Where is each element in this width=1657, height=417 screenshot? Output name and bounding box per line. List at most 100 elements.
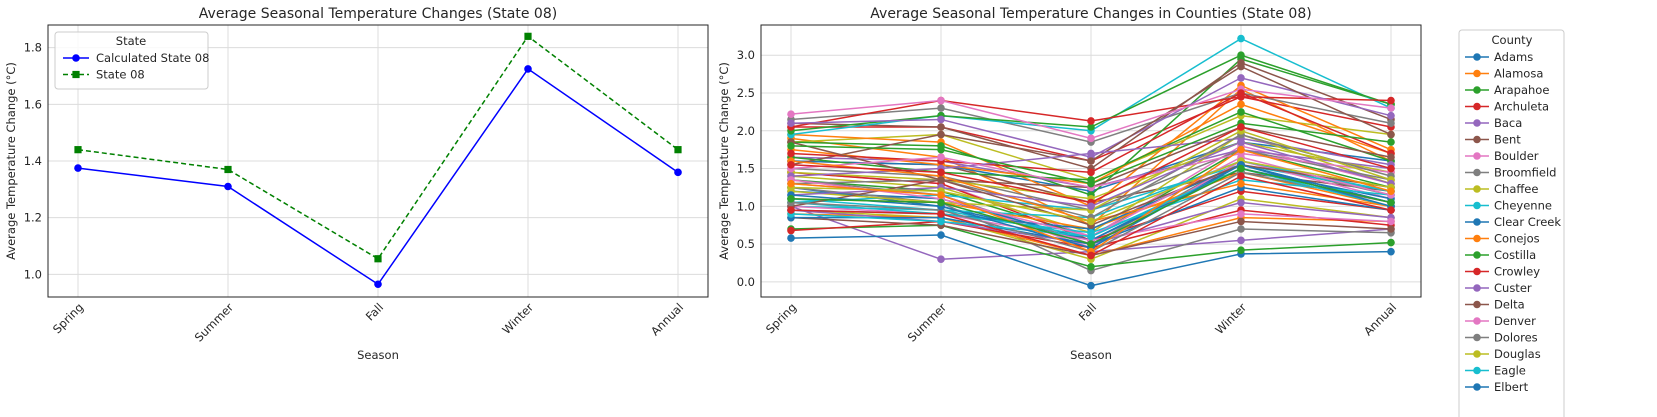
- counties-legend-label: Adams: [1494, 50, 1533, 64]
- counties-legend-marker: [1473, 102, 1481, 111]
- counties-data-point: [937, 145, 945, 154]
- counties-legend-marker: [1473, 69, 1481, 78]
- state-y-tick-label: 1.6: [24, 97, 42, 111]
- state-x-tick-label: Winter: [499, 300, 536, 337]
- counties-legend-label: Broomfield: [1494, 166, 1556, 180]
- counties-y-tick-label: 0.5: [737, 237, 755, 251]
- state-legend-marker: [72, 54, 80, 62]
- counties-legend-label: Cheyenne: [1494, 199, 1552, 213]
- counties-data-point: [787, 110, 795, 118]
- state-x-tick-label: Summer: [192, 300, 237, 345]
- counties-data-point: [787, 206, 795, 214]
- counties-data-point: [1237, 246, 1245, 254]
- counties-x-tick-label: Summer: [905, 300, 950, 345]
- counties-data-point: [1087, 123, 1095, 131]
- counties-legend-label: Costilla: [1494, 248, 1536, 262]
- counties-data-point: [787, 234, 795, 242]
- counties-legend-marker: [1473, 366, 1481, 375]
- counties-legend-label: Crowley: [1494, 265, 1540, 279]
- counties-y-tick-label: 1.5: [737, 162, 755, 176]
- state-series-state-08: [74, 32, 682, 263]
- counties-legend-label: Clear Creek: [1494, 215, 1561, 229]
- counties-data-point: [937, 168, 945, 177]
- counties-data-point: [1237, 100, 1245, 109]
- counties-legend-marker: [1473, 317, 1481, 325]
- counties-data-point: [1237, 62, 1245, 71]
- counties-data-point: [1087, 134, 1095, 143]
- counties-legend-marker: [1473, 185, 1481, 193]
- counties-data-point: [1237, 164, 1245, 173]
- counties-data-point: [937, 191, 945, 199]
- counties-data-point: [937, 123, 945, 131]
- counties-data-point: [1087, 202, 1095, 211]
- counties-legend-title: County: [1492, 33, 1533, 47]
- counties-data-point: [1237, 210, 1245, 218]
- state-data-point: [74, 146, 82, 154]
- counties-data-point: [937, 176, 945, 184]
- counties-data-point: [1387, 130, 1395, 139]
- counties-data-point: [1387, 111, 1395, 120]
- counties-data-point: [1237, 179, 1245, 188]
- counties-legend-marker: [1473, 201, 1481, 210]
- counties-legend-marker: [1473, 300, 1481, 309]
- counties-legend-label: Dolores: [1494, 331, 1538, 345]
- state-legend-title: State: [116, 34, 146, 48]
- counties-legend-marker: [1473, 383, 1481, 391]
- counties-legend-label: Eagle: [1494, 364, 1526, 378]
- state-chart-frame: [47, 24, 709, 298]
- counties-data-point: [1087, 262, 1095, 271]
- state-legend-marker: [72, 70, 80, 79]
- state-data-point: [524, 32, 532, 40]
- counties-chart-lines: [787, 34, 1395, 290]
- counties-legend-marker: [1473, 284, 1481, 292]
- counties-legend-label: Bent: [1494, 133, 1521, 147]
- counties-y-tick-label: 2.5: [737, 86, 755, 100]
- state-data-point: [524, 65, 532, 73]
- counties-data-point: [787, 142, 795, 150]
- counties-legend-label: Archuleta: [1494, 100, 1549, 114]
- counties-data-point: [937, 130, 945, 139]
- counties-data-point: [1237, 74, 1245, 82]
- counties-data-point: [1237, 217, 1245, 226]
- state-chart: Spring Summer Fall Winter Annual 1.0 1.2 1.4 1.6…: [4, 6, 709, 362]
- counties-data-point: [787, 226, 795, 235]
- counties-data-point: [1087, 251, 1095, 260]
- counties-data-point: [787, 119, 795, 128]
- counties-legend-label: Arapahoe: [1494, 83, 1549, 97]
- counties-data-point: [1087, 168, 1095, 177]
- counties-data-point: [1387, 198, 1395, 207]
- counties-legend-label: Baca: [1494, 116, 1522, 130]
- counties-legend-marker: [1473, 53, 1481, 61]
- state-chart-grid: [48, 25, 708, 297]
- counties-data-point: [1087, 217, 1095, 226]
- counties-legend-marker: [1473, 350, 1481, 358]
- counties-data-point: [1237, 236, 1245, 245]
- state-legend-label: Calculated State 08: [96, 51, 209, 65]
- state-chart-legend: State Calculated State 08 State 08: [54, 31, 209, 90]
- state-x-tick-label: Annual: [648, 300, 686, 338]
- counties-chart-frame: [760, 24, 1422, 298]
- counties-data-point: [1237, 198, 1245, 207]
- counties-data-point: [1237, 138, 1245, 146]
- counties-data-point: [937, 255, 945, 264]
- state-x-tick-label: Spring: [50, 300, 86, 336]
- counties-data-point: [1387, 206, 1395, 214]
- counties-legend-marker: [1473, 218, 1481, 226]
- counties-data-point: [937, 217, 945, 226]
- counties-legend-label: Alamosa: [1494, 67, 1543, 81]
- state-data-point: [374, 255, 382, 263]
- counties-data-point: [1387, 138, 1395, 146]
- state-x-tick-label: Fall: [363, 300, 386, 323]
- counties-data-point: [787, 160, 795, 169]
- counties-data-point: [1237, 89, 1245, 97]
- state-data-point: [224, 165, 232, 174]
- counties-x-tick-label: Winter: [1212, 300, 1249, 337]
- counties-data-point: [1237, 172, 1245, 180]
- counties-legend-label: Custer: [1494, 281, 1532, 295]
- state-chart-x-axis-label: Season: [357, 348, 399, 362]
- counties-legend-label: Chaffee: [1494, 182, 1538, 196]
- counties-data-point: [1087, 157, 1095, 165]
- state-legend-box: [54, 31, 209, 90]
- state-legend-label: State 08: [96, 68, 145, 82]
